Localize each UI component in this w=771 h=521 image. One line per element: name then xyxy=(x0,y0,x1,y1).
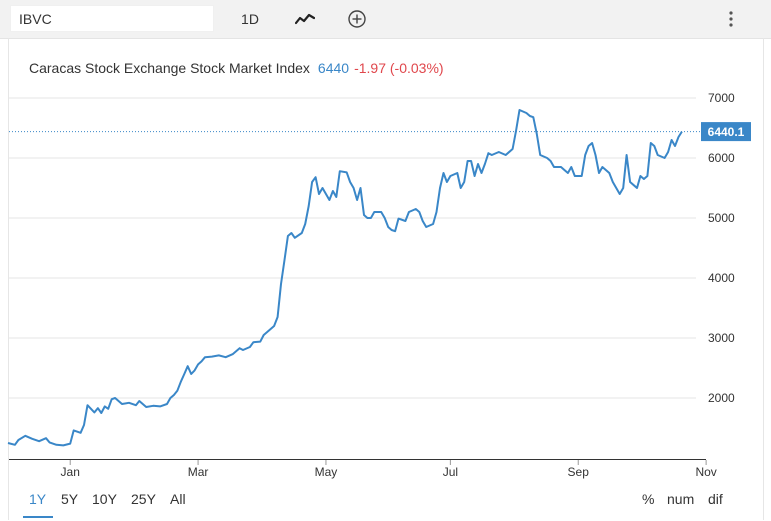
plus-circle-icon xyxy=(348,10,366,28)
y-tick-label: 7000 xyxy=(708,91,735,105)
last-price: 6440 xyxy=(317,60,350,76)
range-5y-button[interactable]: 5Y xyxy=(61,491,79,507)
active-range-indicator xyxy=(23,516,53,518)
x-tick-label: Nov xyxy=(695,465,716,479)
y-axis: 2000 3000 4000 5000 6000 7000 xyxy=(708,91,735,405)
range-footer: 1Y 5Y 10Y 25Y All % num dif xyxy=(0,484,771,520)
range-all-button[interactable]: All xyxy=(170,491,186,507)
chart-title: Caracas Stock Exchange Stock Market Inde… xyxy=(29,60,310,76)
x-tick-label: Mar xyxy=(188,465,209,479)
x-tick-label: Sep xyxy=(568,465,590,479)
chart-panel xyxy=(8,38,764,520)
x-tick-label: May xyxy=(315,465,338,479)
add-indicator-button[interactable] xyxy=(347,9,367,29)
line-chart[interactable]: 2000 3000 4000 5000 6000 7000 Jan Mar May Jul Sep… xyxy=(0,0,771,484)
range-10y-button[interactable]: 10Y xyxy=(92,491,117,507)
kebab-menu-icon xyxy=(729,11,733,27)
y-tick-label: 3000 xyxy=(708,331,735,345)
y-tick-label: 5000 xyxy=(708,211,735,225)
chart-type-button[interactable] xyxy=(294,9,316,29)
more-menu-button[interactable] xyxy=(726,9,736,29)
x-axis: Jan Mar May Jul Sep Nov xyxy=(9,459,717,479)
series-line xyxy=(7,109,683,447)
x-tick-label: Jan xyxy=(61,465,80,479)
range-25y-button[interactable]: 25Y xyxy=(131,491,156,507)
mode-percent-button[interactable]: % xyxy=(642,491,655,507)
y-tick-label: 2000 xyxy=(708,391,735,405)
last-price-label-bg xyxy=(701,122,751,142)
interval-button[interactable]: 1D xyxy=(241,11,259,27)
range-1y-button[interactable]: 1Y xyxy=(29,491,47,507)
last-price-label: 6440.1 xyxy=(701,122,751,142)
toolbar: 1D xyxy=(0,0,771,39)
symbol-input[interactable] xyxy=(10,5,214,32)
y-tick-label: 6000 xyxy=(708,151,735,165)
chart-header: Caracas Stock Exchange Stock Market Inde… xyxy=(29,60,444,76)
last-price-label-text: 6440.1 xyxy=(708,125,745,139)
y-tick-label: 4000 xyxy=(708,271,735,285)
mode-num-button[interactable]: num xyxy=(667,491,695,507)
x-tick-label: Jul xyxy=(443,465,458,479)
grid-lines xyxy=(9,97,696,399)
price-change: -1.97 (-0.03%) xyxy=(354,60,444,76)
line-chart-icon xyxy=(295,13,315,25)
mode-dif-button[interactable]: dif xyxy=(708,491,723,507)
